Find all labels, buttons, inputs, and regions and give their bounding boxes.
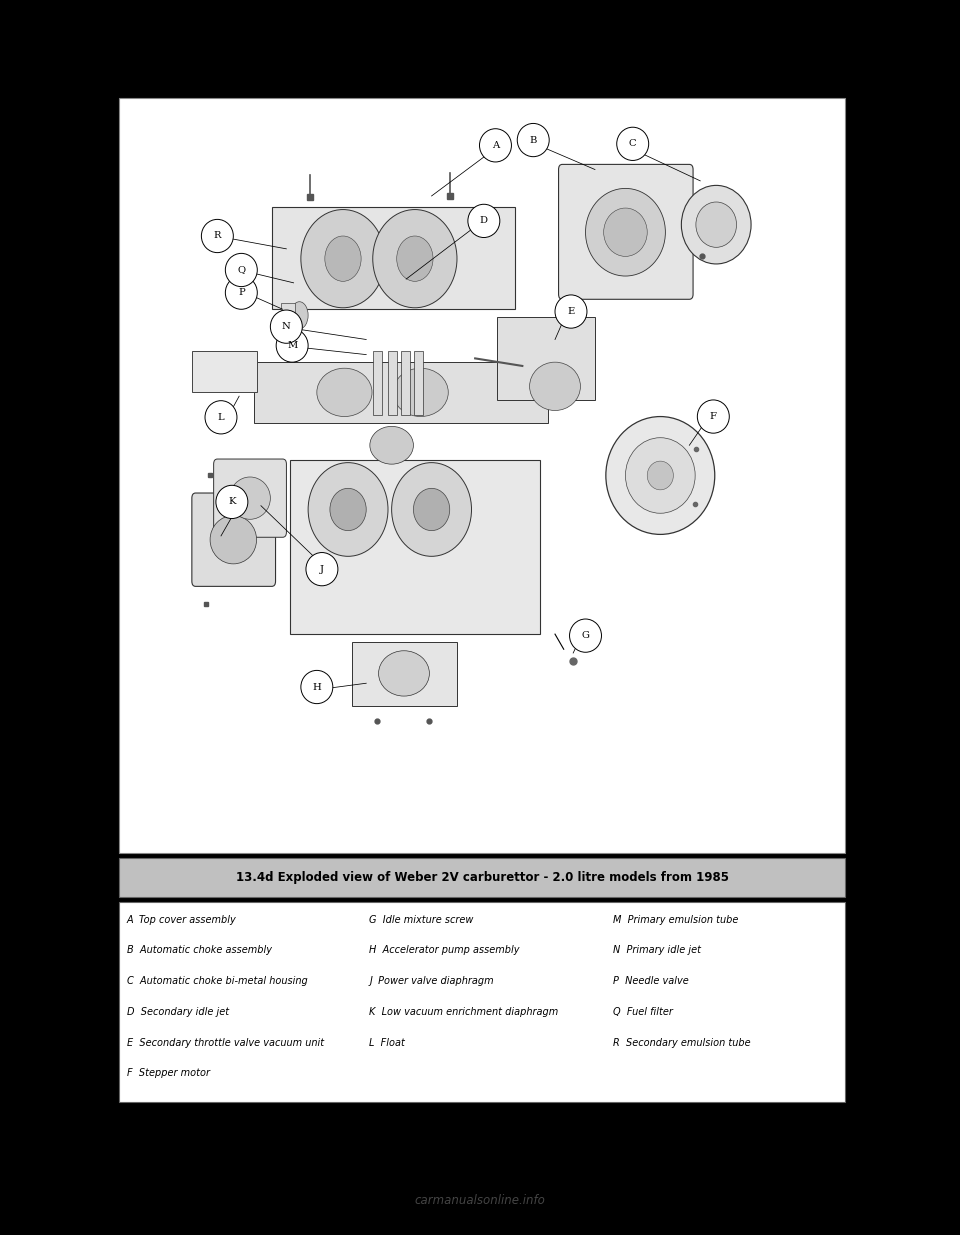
Ellipse shape	[555, 295, 587, 329]
Ellipse shape	[271, 310, 302, 343]
Text: R: R	[214, 231, 221, 241]
Text: Q  Fuel filter: Q Fuel filter	[612, 1007, 672, 1016]
Text: H  Accelerator pump assembly: H Accelerator pump assembly	[370, 946, 519, 956]
Ellipse shape	[210, 515, 256, 564]
Ellipse shape	[291, 301, 308, 329]
Ellipse shape	[330, 488, 366, 531]
Text: R  Secondary emulsion tube: R Secondary emulsion tube	[612, 1037, 750, 1047]
Text: P  Needle valve: P Needle valve	[612, 976, 688, 987]
Ellipse shape	[606, 416, 715, 535]
FancyBboxPatch shape	[559, 164, 693, 299]
Ellipse shape	[396, 236, 433, 282]
Ellipse shape	[276, 329, 308, 362]
FancyBboxPatch shape	[373, 351, 382, 415]
Text: K  Low vacuum enrichment diaphragm: K Low vacuum enrichment diaphragm	[370, 1007, 559, 1016]
FancyBboxPatch shape	[351, 642, 457, 706]
Ellipse shape	[530, 362, 581, 410]
Text: G  Idle mixture screw: G Idle mixture screw	[370, 915, 473, 925]
Ellipse shape	[324, 236, 361, 282]
Ellipse shape	[216, 485, 248, 519]
Text: M: M	[287, 341, 298, 350]
Text: L  Float: L Float	[370, 1037, 405, 1047]
Ellipse shape	[202, 220, 233, 253]
Text: D  Secondary idle jet: D Secondary idle jet	[127, 1007, 228, 1016]
Text: J: J	[320, 564, 324, 574]
FancyBboxPatch shape	[192, 493, 276, 587]
Ellipse shape	[517, 124, 549, 157]
Text: G: G	[582, 631, 589, 640]
Ellipse shape	[392, 463, 471, 556]
FancyBboxPatch shape	[119, 858, 846, 898]
Text: 13.4d Exploded view of Weber 2V carburettor - 2.0 litre models from 1985: 13.4d Exploded view of Weber 2V carburet…	[236, 872, 729, 884]
Text: P: P	[238, 288, 245, 298]
FancyBboxPatch shape	[253, 362, 548, 422]
Text: F  Stepper motor: F Stepper motor	[127, 1068, 210, 1078]
Text: D: D	[480, 216, 488, 226]
Ellipse shape	[372, 210, 457, 308]
Ellipse shape	[697, 400, 730, 433]
Ellipse shape	[300, 671, 333, 704]
Ellipse shape	[308, 463, 388, 556]
FancyBboxPatch shape	[192, 351, 257, 393]
Ellipse shape	[682, 185, 751, 264]
Ellipse shape	[317, 368, 372, 416]
Text: J  Power valve diaphragm: J Power valve diaphragm	[370, 976, 494, 987]
Ellipse shape	[616, 127, 649, 161]
Text: A  Top cover assembly: A Top cover assembly	[127, 915, 236, 925]
Ellipse shape	[393, 368, 448, 416]
Text: H: H	[312, 683, 322, 692]
Text: M  Primary emulsion tube: M Primary emulsion tube	[612, 915, 738, 925]
Ellipse shape	[468, 204, 500, 237]
FancyBboxPatch shape	[119, 98, 846, 853]
Text: Q: Q	[237, 266, 246, 274]
Ellipse shape	[370, 426, 414, 464]
Text: N: N	[282, 322, 291, 331]
Text: C  Automatic choke bi-metal housing: C Automatic choke bi-metal housing	[127, 976, 307, 987]
Text: C: C	[629, 140, 636, 148]
Ellipse shape	[378, 651, 429, 697]
FancyBboxPatch shape	[290, 461, 540, 634]
Ellipse shape	[647, 461, 673, 490]
Text: E: E	[567, 308, 575, 316]
Text: L: L	[218, 412, 225, 422]
FancyBboxPatch shape	[414, 351, 422, 415]
FancyBboxPatch shape	[280, 304, 295, 332]
Text: E  Secondary throttle valve vacuum unit: E Secondary throttle valve vacuum unit	[127, 1037, 324, 1047]
Ellipse shape	[306, 552, 338, 585]
Ellipse shape	[586, 189, 665, 277]
Text: carmanualsonline.info: carmanualsonline.info	[415, 1194, 545, 1207]
Text: 4 A: 4 A	[890, 640, 923, 657]
Ellipse shape	[626, 437, 695, 514]
Ellipse shape	[414, 488, 449, 531]
Text: F: F	[709, 412, 717, 421]
Ellipse shape	[229, 477, 271, 519]
FancyBboxPatch shape	[401, 351, 410, 415]
Ellipse shape	[569, 619, 602, 652]
Text: A: A	[492, 141, 499, 149]
Ellipse shape	[226, 277, 257, 309]
Ellipse shape	[696, 203, 736, 247]
FancyBboxPatch shape	[272, 207, 516, 309]
Ellipse shape	[226, 253, 257, 287]
FancyBboxPatch shape	[214, 459, 286, 537]
Text: B  Automatic choke assembly: B Automatic choke assembly	[127, 946, 272, 956]
Text: B: B	[530, 136, 537, 144]
FancyBboxPatch shape	[119, 903, 846, 1103]
Ellipse shape	[205, 400, 237, 433]
FancyBboxPatch shape	[388, 351, 396, 415]
Text: K: K	[228, 498, 235, 506]
Ellipse shape	[300, 210, 385, 308]
Ellipse shape	[479, 128, 512, 162]
Text: N  Primary idle jet: N Primary idle jet	[612, 946, 701, 956]
FancyBboxPatch shape	[497, 317, 595, 400]
Ellipse shape	[604, 207, 647, 257]
